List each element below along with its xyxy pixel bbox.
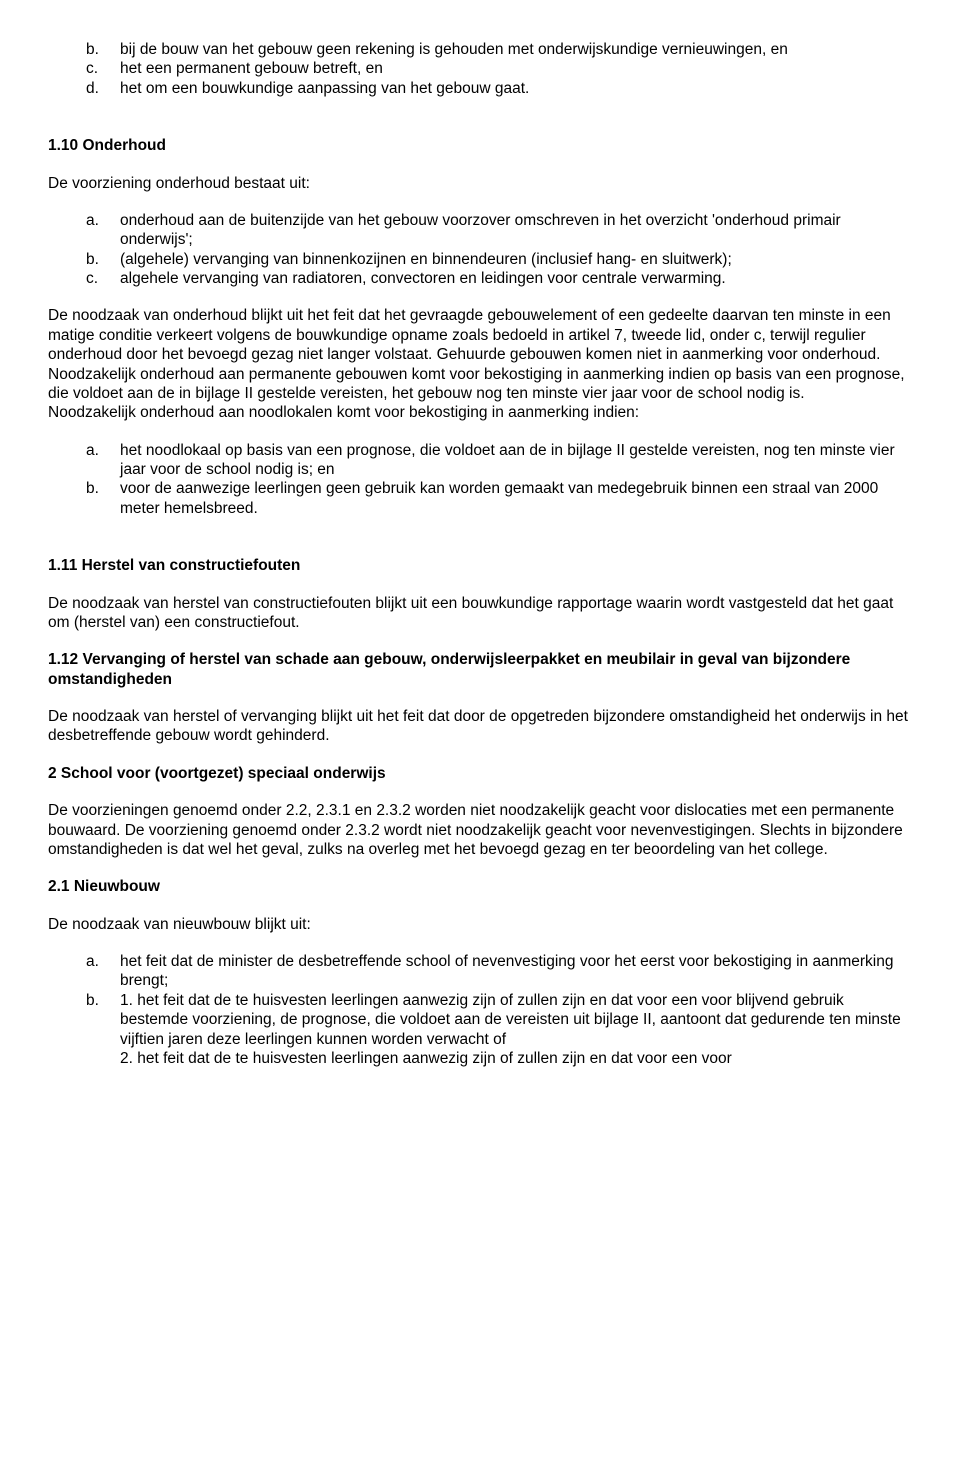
list-text-b: 1. het feit dat de te huisvesten leerlin… (120, 991, 912, 1049)
list-item: a. het noodlokaal op basis van een progn… (48, 441, 912, 480)
list-text-b: (algehele) vervanging van binnenkozijnen… (120, 250, 912, 269)
paragraph: De voorziening onderhoud bestaat uit: (48, 174, 912, 193)
list-marker-a: a. (86, 441, 120, 480)
heading-2-1: 2.1 Nieuwbouw (48, 877, 912, 896)
list-marker-empty (86, 1049, 120, 1068)
list-item: b. voor de aanwezige leerlingen geen geb… (48, 479, 912, 518)
list-text-c: algehele vervanging van radiatoren, conv… (120, 269, 912, 288)
list-text-a: onderhoud aan de buitenzijde van het geb… (120, 211, 912, 250)
list-item: 2. het feit dat de te huisvesten leerlin… (48, 1049, 912, 1068)
list-item: b. (algehele) vervanging van binnenkozij… (48, 250, 912, 269)
paragraph: Noodzakelijk onderhoud aan noodlokalen k… (48, 403, 912, 422)
list-marker-b: b. (86, 991, 120, 1049)
paragraph: De noodzaak van onderhoud blijkt uit het… (48, 306, 912, 364)
heading-1-11: 1.11 Herstel van constructiefouten (48, 556, 912, 575)
paragraph: De noodzaak van herstel of vervanging bl… (48, 707, 912, 746)
list-text-b2: 2. het feit dat de te huisvesten leerlin… (120, 1049, 912, 1068)
list-text-b: voor de aanwezige leerlingen geen gebrui… (120, 479, 912, 518)
list-item: c. het een permanent gebouw betreft, en (48, 59, 912, 78)
paragraph: De noodzaak van herstel van constructief… (48, 594, 912, 633)
paragraph: De voorzieningen genoemd onder 2.2, 2.3.… (48, 801, 912, 859)
heading-2: 2 School voor (voortgezet) speciaal onde… (48, 764, 912, 783)
list-item: a. het feit dat de minister de desbetref… (48, 952, 912, 991)
list-marker-d: d. (86, 79, 120, 98)
list-marker-b: b. (86, 479, 120, 518)
list-marker-a: a. (86, 952, 120, 991)
list-text-c: het een permanent gebouw betreft, en (120, 59, 912, 78)
paragraph: Noodzakelijk onderhoud aan permanente ge… (48, 365, 912, 404)
list-text-b: bij de bouw van het gebouw geen rekening… (120, 40, 912, 59)
list-text-a: het noodlokaal op basis van een prognose… (120, 441, 912, 480)
list-text-d: het om een bouwkundige aanpassing van he… (120, 79, 912, 98)
list-item: b. 1. het feit dat de te huisvesten leer… (48, 991, 912, 1049)
list-marker-c: c. (86, 269, 120, 288)
list-marker-c: c. (86, 59, 120, 78)
paragraph: De noodzaak van nieuwbouw blijkt uit: (48, 915, 912, 934)
heading-1-12: 1.12 Vervanging of herstel van schade aa… (48, 650, 912, 689)
list-marker-a: a. (86, 211, 120, 250)
list-item: a. onderhoud aan de buitenzijde van het … (48, 211, 912, 250)
heading-1-10: 1.10 Onderhoud (48, 136, 912, 155)
list-marker-b: b. (86, 40, 120, 59)
list-text-a: het feit dat de minister de desbetreffen… (120, 952, 912, 991)
list-marker-b: b. (86, 250, 120, 269)
list-item: c. algehele vervanging van radiatoren, c… (48, 269, 912, 288)
list-item: d. het om een bouwkundige aanpassing van… (48, 79, 912, 98)
list-item: b. bij de bouw van het gebouw geen reken… (48, 40, 912, 59)
